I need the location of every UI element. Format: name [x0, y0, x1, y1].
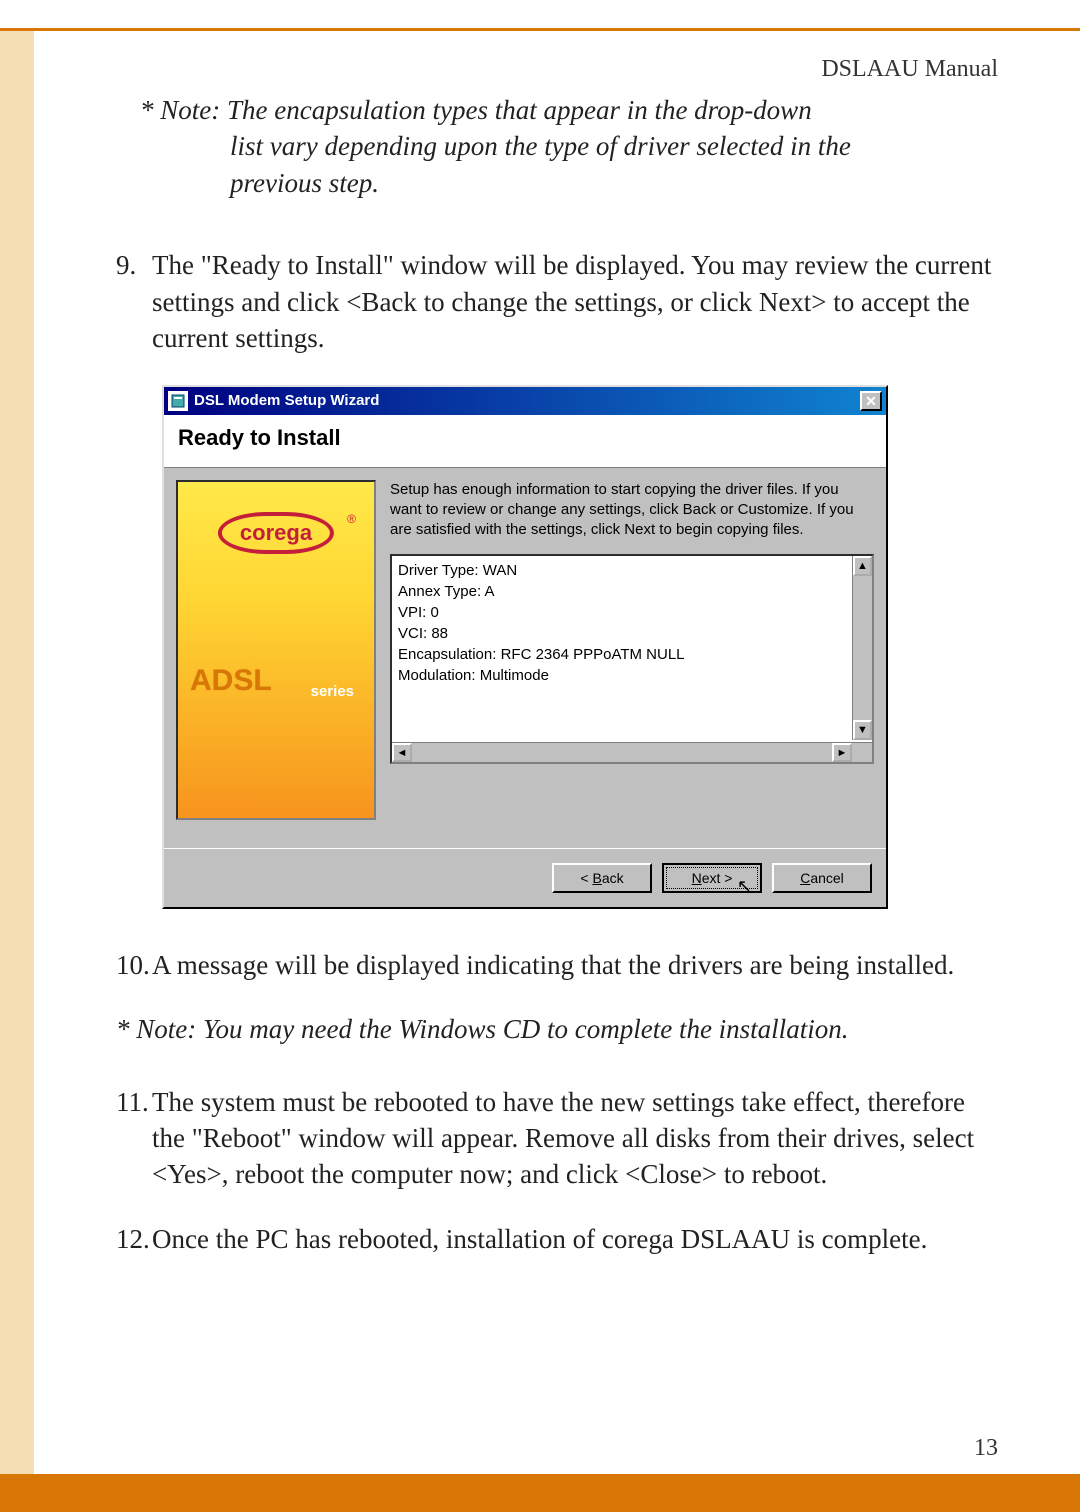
- cancel-button[interactable]: Cancel: [772, 863, 872, 893]
- btn-accel: B: [592, 870, 601, 886]
- wizard-dialog: DSL Modem Setup Wizard ✕ Ready to Instal…: [162, 385, 888, 909]
- step-11: 11.The system must be rebooted to have t…: [116, 1084, 998, 1193]
- scroll-right-icon[interactable]: ►: [832, 743, 852, 762]
- scroll-down-icon[interactable]: ▼: [853, 720, 872, 740]
- btn-text: ext >: [702, 870, 733, 886]
- note-2: * Note: You may need the Windows CD to c…: [116, 1011, 998, 1047]
- step-text: The "Ready to Install" window will be di…: [152, 247, 994, 356]
- step-text: Once the PC has rebooted, installation o…: [152, 1221, 994, 1257]
- step-text: The system must be rebooted to have the …: [152, 1084, 994, 1193]
- setting-line: Driver Type: WAN: [398, 560, 866, 581]
- wizard-right: Setup has enough information to start co…: [390, 480, 874, 836]
- series-label: series: [311, 683, 354, 700]
- step-9: 9.The "Ready to Install" window will be …: [116, 247, 998, 356]
- note-line1: The encapsulation types that appear in t…: [227, 95, 812, 125]
- page-number: 13: [974, 1435, 998, 1462]
- step-number: 10.: [116, 947, 152, 983]
- note-line2: list vary depending upon the type of dri…: [140, 128, 998, 164]
- top-rule: [0, 28, 1080, 31]
- step-number: 9.: [116, 247, 152, 283]
- adsl-label: ADSL: [190, 664, 272, 698]
- bottom-bar: [0, 1474, 1080, 1512]
- step-12: 12.Once the PC has rebooted, installatio…: [116, 1221, 998, 1257]
- btn-accel: C: [800, 870, 810, 886]
- wizard-body: corega ® ADSL series Setup has enough in…: [164, 468, 886, 848]
- registered-icon: ®: [347, 512, 356, 526]
- scroll-left-icon[interactable]: ◄: [392, 743, 412, 762]
- page-content: * Note: The encapsulation types that app…: [116, 92, 998, 1285]
- wizard-description: Setup has enough information to start co…: [390, 480, 874, 541]
- scroll-corner: [852, 743, 872, 762]
- cursor-icon: ↖: [737, 876, 752, 897]
- step-10: 10.A message will be displayed indicatin…: [116, 947, 998, 983]
- btn-accel: N: [692, 870, 702, 886]
- setting-line: Modulation: Multimode: [398, 665, 866, 686]
- titlebar[interactable]: DSL Modem Setup Wizard ✕: [164, 387, 886, 415]
- scroll-track[interactable]: [853, 576, 872, 720]
- step-number: 12.: [116, 1221, 152, 1257]
- corega-logo: corega: [218, 512, 334, 554]
- btn-text: <: [580, 870, 592, 886]
- scroll-up-icon[interactable]: ▲: [853, 556, 872, 576]
- setting-line: Encapsulation: RFC 2364 PPPoATM NULL: [398, 644, 866, 665]
- scroll-track[interactable]: [412, 743, 832, 762]
- setting-line: VPI: 0: [398, 602, 866, 623]
- note-1: * Note: The encapsulation types that app…: [116, 92, 998, 201]
- vertical-scrollbar[interactable]: ▲ ▼: [852, 556, 872, 740]
- settings-listbox[interactable]: Driver Type: WAN Annex Type: A VPI: 0 VC…: [390, 554, 874, 764]
- setting-line: Annex Type: A: [398, 581, 866, 602]
- note-line3: previous step.: [140, 165, 998, 201]
- wizard-heading: Ready to Install: [164, 415, 886, 468]
- next-button[interactable]: Next >↖: [662, 863, 762, 893]
- setting-line: VCI: 88: [398, 623, 866, 644]
- sidebar-graphic: corega ® ADSL series: [176, 480, 376, 820]
- doc-title: DSLAAU Manual: [821, 56, 998, 83]
- wizard-footer: < Back Next >↖ Cancel: [164, 848, 886, 907]
- btn-text: ancel: [810, 870, 843, 886]
- note-prefix: * Note:: [140, 95, 227, 125]
- step-text: A message will be displayed indicating t…: [152, 947, 994, 983]
- horizontal-scrollbar[interactable]: ◄ ►: [392, 742, 872, 762]
- back-button[interactable]: < Back: [552, 863, 652, 893]
- step-number: 11.: [116, 1084, 152, 1120]
- app-icon: [168, 391, 188, 411]
- titlebar-text: DSL Modem Setup Wizard: [194, 392, 860, 409]
- left-stripe: [0, 31, 34, 1474]
- btn-text: ack: [602, 870, 624, 886]
- close-icon[interactable]: ✕: [860, 391, 882, 411]
